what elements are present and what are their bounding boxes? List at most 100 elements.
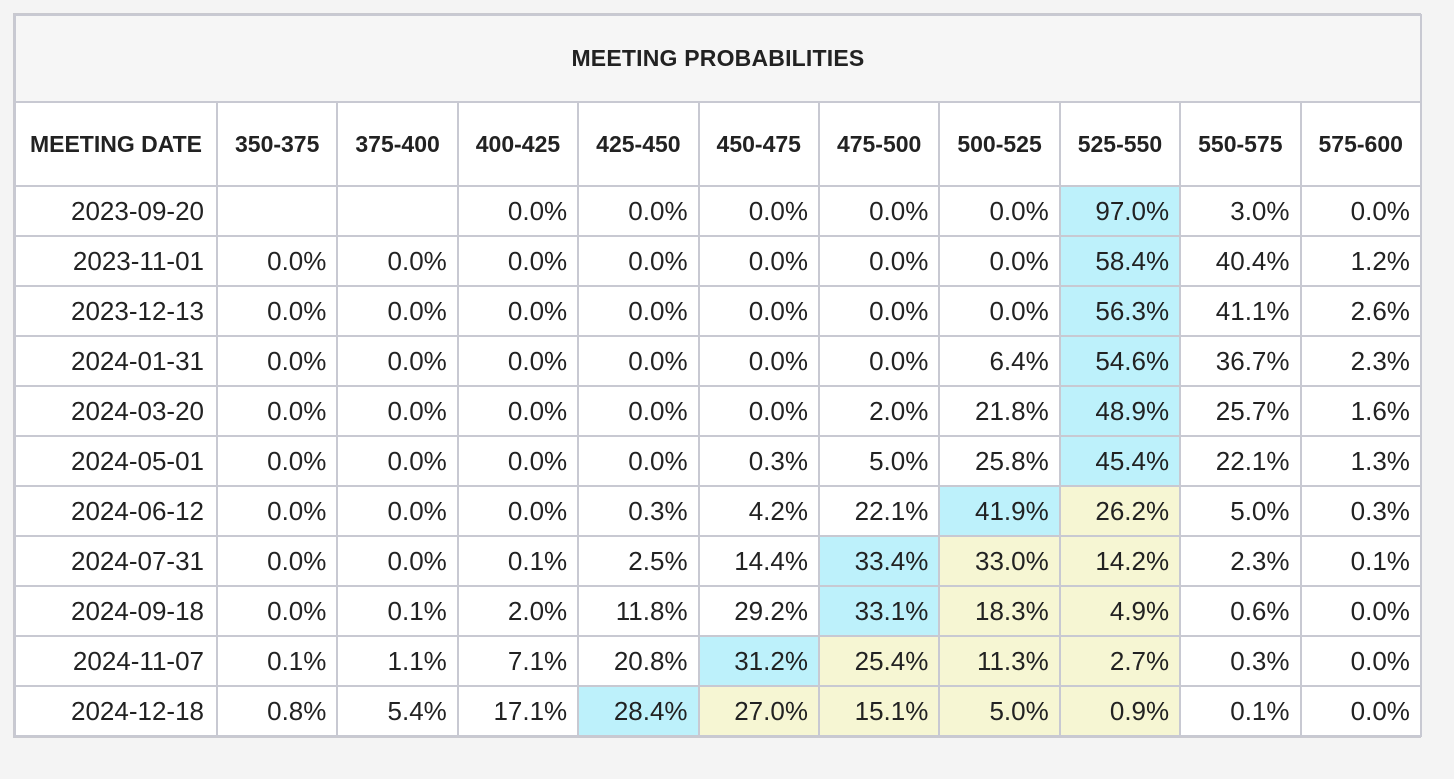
probability-cell: 0.0% xyxy=(215,485,339,537)
table-row: 2024-09-18 0.0% 0.1% 2.0% 11.8% 29.2% 33.1% 18.… xyxy=(14,585,1422,637)
probability-cell: 5.0% xyxy=(817,435,941,487)
table-row: 2024-01-31 0.0% 0.0% 0.0% 0.0% 0.0% 0.0% 6.4% 54… xyxy=(14,335,1422,387)
probability-cell: 0.0% xyxy=(1299,685,1422,737)
probability-cell: 0.0% xyxy=(697,185,820,237)
meeting-date-cell: 2024-07-31 xyxy=(14,535,218,587)
meeting-date-cell: 2024-03-20 xyxy=(14,385,218,437)
meeting-date-cell: 2024-09-18 xyxy=(14,585,218,637)
probability-cell: 0.0% xyxy=(938,235,1061,287)
probability-cell: 6.4% xyxy=(938,335,1061,387)
probability-cell: 2.3% xyxy=(1299,335,1422,387)
probability-cell: 0.0% xyxy=(336,485,459,537)
probability-cell: 0.0% xyxy=(215,285,339,337)
probability-cell: 1.1% xyxy=(336,635,459,687)
column-header-row: MEETING DATE 350-375 375-400 400-425 425-450… xyxy=(14,101,1422,187)
probability-cell: 45.4% xyxy=(1058,435,1182,487)
table-row: 2023-11-01 0.0% 0.0% 0.0% 0.0% 0.0% 0.0% 0.0% 58… xyxy=(14,235,1422,287)
probability-cell: 0.0% xyxy=(577,285,700,337)
column-header-rate-range: 525-550 xyxy=(1058,101,1182,187)
probability-cell: 41.1% xyxy=(1179,285,1302,337)
probability-cell: 0.1% xyxy=(1299,535,1422,587)
probability-cell: 5.0% xyxy=(1179,485,1302,537)
probability-cell: 0.0% xyxy=(336,285,459,337)
probability-cell: 0.0% xyxy=(697,335,820,387)
meeting-date-cell: 2024-12-18 xyxy=(14,685,218,737)
probability-cell: 56.3% xyxy=(1058,285,1182,337)
probability-cell: 15.1% xyxy=(817,685,941,737)
table-row: 2024-06-12 0.0% 0.0% 0.0% 0.3% 4.2% 22.1% 41.9%… xyxy=(14,485,1422,537)
probability-cell: 0.0% xyxy=(215,585,339,637)
probability-cell: 5.0% xyxy=(938,685,1061,737)
probability-cell: 0.0% xyxy=(817,185,941,237)
probability-cell: 2.7% xyxy=(1058,635,1182,687)
probability-cell xyxy=(215,185,339,237)
probability-cell: 48.9% xyxy=(1058,385,1182,437)
probability-cell: 2.0% xyxy=(817,385,941,437)
probability-cell: 0.0% xyxy=(336,385,459,437)
probability-cell: 33.0% xyxy=(938,535,1061,587)
column-header-rate-range: 575-600 xyxy=(1299,101,1422,187)
probability-cell: 0.0% xyxy=(215,335,339,387)
probability-cell: 0.0% xyxy=(1299,185,1422,237)
probability-cell: 0.0% xyxy=(697,235,820,287)
probability-cell: 0.0% xyxy=(817,235,941,287)
probability-cell: 0.1% xyxy=(215,635,339,687)
table-row: 2023-09-20 0.0% 0.0% 0.0% 0.0% 0.0% 97.0% 3.0% 0… xyxy=(14,185,1422,237)
probability-cell: 27.0% xyxy=(697,685,820,737)
probability-cell: 25.4% xyxy=(817,635,941,687)
probability-cell: 25.7% xyxy=(1179,385,1302,437)
probability-cell: 22.1% xyxy=(1179,435,1302,487)
probability-cell: 0.0% xyxy=(1299,585,1422,637)
column-header-rate-range: 475-500 xyxy=(817,101,941,187)
probability-cell: 33.1% xyxy=(817,585,941,637)
probability-cell: 21.8% xyxy=(938,385,1061,437)
probability-cell: 2.3% xyxy=(1179,535,1302,587)
column-header-rate-range: 400-425 xyxy=(456,101,580,187)
probability-cell: 14.2% xyxy=(1058,535,1182,587)
probability-cell: 0.0% xyxy=(938,285,1061,337)
probability-cell: 0.0% xyxy=(336,335,459,387)
probability-cell: 29.2% xyxy=(697,585,820,637)
probability-cell: 97.0% xyxy=(1058,185,1182,237)
probability-cell: 1.3% xyxy=(1299,435,1422,487)
probability-cell: 20.8% xyxy=(577,635,700,687)
probability-cell: 5.4% xyxy=(336,685,459,737)
meeting-date-cell: 2023-09-20 xyxy=(14,185,218,237)
probability-cell: 41.9% xyxy=(938,485,1061,537)
meeting-date-cell: 2024-11-07 xyxy=(14,635,218,687)
probability-cell: 28.4% xyxy=(577,685,700,737)
meeting-date-cell: 2023-12-13 xyxy=(14,285,218,337)
probability-cell: 0.0% xyxy=(456,435,580,487)
probability-cell: 40.4% xyxy=(1179,235,1302,287)
probability-cell: 14.4% xyxy=(697,535,820,587)
probability-cell: 0.0% xyxy=(577,335,700,387)
table-row: 2024-11-07 0.1% 1.1% 7.1% 20.8% 31.2% 25.4% 11.… xyxy=(14,635,1422,687)
probability-cell: 0.0% xyxy=(336,435,459,487)
probability-cell: 0.0% xyxy=(456,385,580,437)
probability-cell: 0.0% xyxy=(938,185,1061,237)
probability-cell: 1.2% xyxy=(1299,235,1422,287)
probability-cell: 0.0% xyxy=(456,185,580,237)
probability-cell: 7.1% xyxy=(456,635,580,687)
column-header-rate-range: 375-400 xyxy=(336,101,459,187)
meeting-date-cell: 2024-01-31 xyxy=(14,335,218,387)
probability-cell: 0.8% xyxy=(215,685,339,737)
probability-cell: 0.0% xyxy=(456,335,580,387)
probability-cell: 25.8% xyxy=(938,435,1061,487)
probability-cell: 0.0% xyxy=(215,435,339,487)
probability-cell: 11.3% xyxy=(938,635,1061,687)
column-header-rate-range: 350-375 xyxy=(215,101,339,187)
table-row: 2023-12-13 0.0% 0.0% 0.0% 0.0% 0.0% 0.0% 0.0% 56… xyxy=(14,285,1422,337)
column-header-rate-range: 550-575 xyxy=(1179,101,1302,187)
probability-cell: 0.3% xyxy=(577,485,700,537)
meeting-date-cell: 2023-11-01 xyxy=(14,235,218,287)
meeting-probabilities-table: MEETING PROBABILITIES MEETING DATE 350-37… xyxy=(14,14,1422,737)
probability-cell: 0.1% xyxy=(1179,685,1302,737)
probability-cell: 2.5% xyxy=(577,535,700,587)
probability-cell: 0.0% xyxy=(336,535,459,587)
probability-cell: 0.0% xyxy=(456,235,580,287)
probability-cell: 0.0% xyxy=(577,435,700,487)
probability-cell: 0.0% xyxy=(697,385,820,437)
probability-cell: 22.1% xyxy=(817,485,941,537)
probability-cell: 0.0% xyxy=(215,535,339,587)
